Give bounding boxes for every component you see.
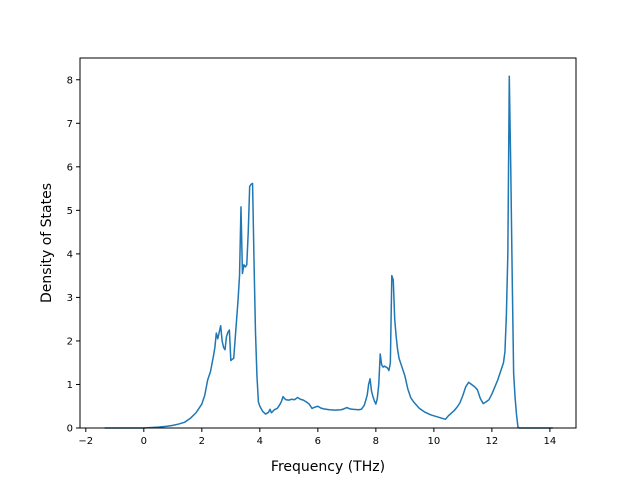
y-tick-label: 6 [67,162,73,173]
plot-layer [104,75,553,429]
y-tick-label: 1 [67,380,73,391]
x-tick-label: −2 [78,436,93,447]
x-tick-label: 8 [373,436,379,447]
x-tick-label: 4 [257,436,263,447]
plot-frame [79,57,577,429]
y-tick-label: 3 [67,293,73,304]
x-tick-label: 2 [199,436,205,447]
y-tick-label: 2 [67,336,73,347]
x-tick-label: 14 [544,436,557,447]
y-tick-label: 5 [67,206,73,217]
y-axis-label: Density of States [39,183,55,303]
y-tick-label: 4 [67,249,73,260]
x-axis-label: Frequency (THz) [271,459,385,475]
y-tick-label: 8 [67,75,73,86]
x-tick-label: 6 [315,436,321,447]
x-tick-label: 0 [141,436,147,447]
x-tick-label: 12 [486,436,499,447]
dos-series-line [104,75,553,429]
x-tick-label: 10 [428,436,441,447]
y-tick-label: 7 [67,119,73,130]
y-tick-label: 0 [67,424,73,435]
